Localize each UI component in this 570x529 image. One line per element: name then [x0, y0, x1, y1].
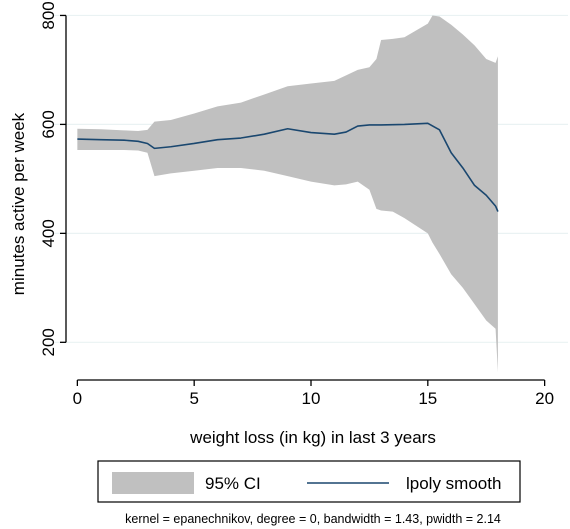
y-tick-label-200: 200 — [39, 328, 58, 356]
x-axis-title: weight loss (in kg) in last 3 years — [189, 428, 436, 447]
x-tick-label-0: 0 — [73, 389, 82, 408]
y-tick-label-800: 800 — [39, 1, 58, 29]
legend-label-ci: 95% CI — [205, 474, 261, 493]
x-tick-label-15: 15 — [418, 389, 437, 408]
x-tick-label-5: 5 — [189, 389, 198, 408]
chart-note: kernel = epanechnikov, degree = 0, bandw… — [125, 512, 501, 526]
x-tick-label-10: 10 — [302, 389, 321, 408]
plot-marks — [77, 15, 499, 373]
legend: 95% CI lpoly smooth — [97, 460, 521, 503]
y-tick-label-600: 600 — [39, 110, 58, 138]
y-axis-title: minutes active per week — [9, 112, 28, 295]
ci-band — [77, 15, 498, 373]
axes: 200 400 600 800 0 5 10 15 20 — [39, 1, 554, 408]
legend-label-smooth: lpoly smooth — [406, 474, 501, 493]
legend-swatch-ci — [112, 472, 194, 494]
y-tick-label-400: 400 — [39, 219, 58, 247]
smooth-line — [77, 122, 499, 212]
x-tick-label-20: 20 — [535, 389, 554, 408]
